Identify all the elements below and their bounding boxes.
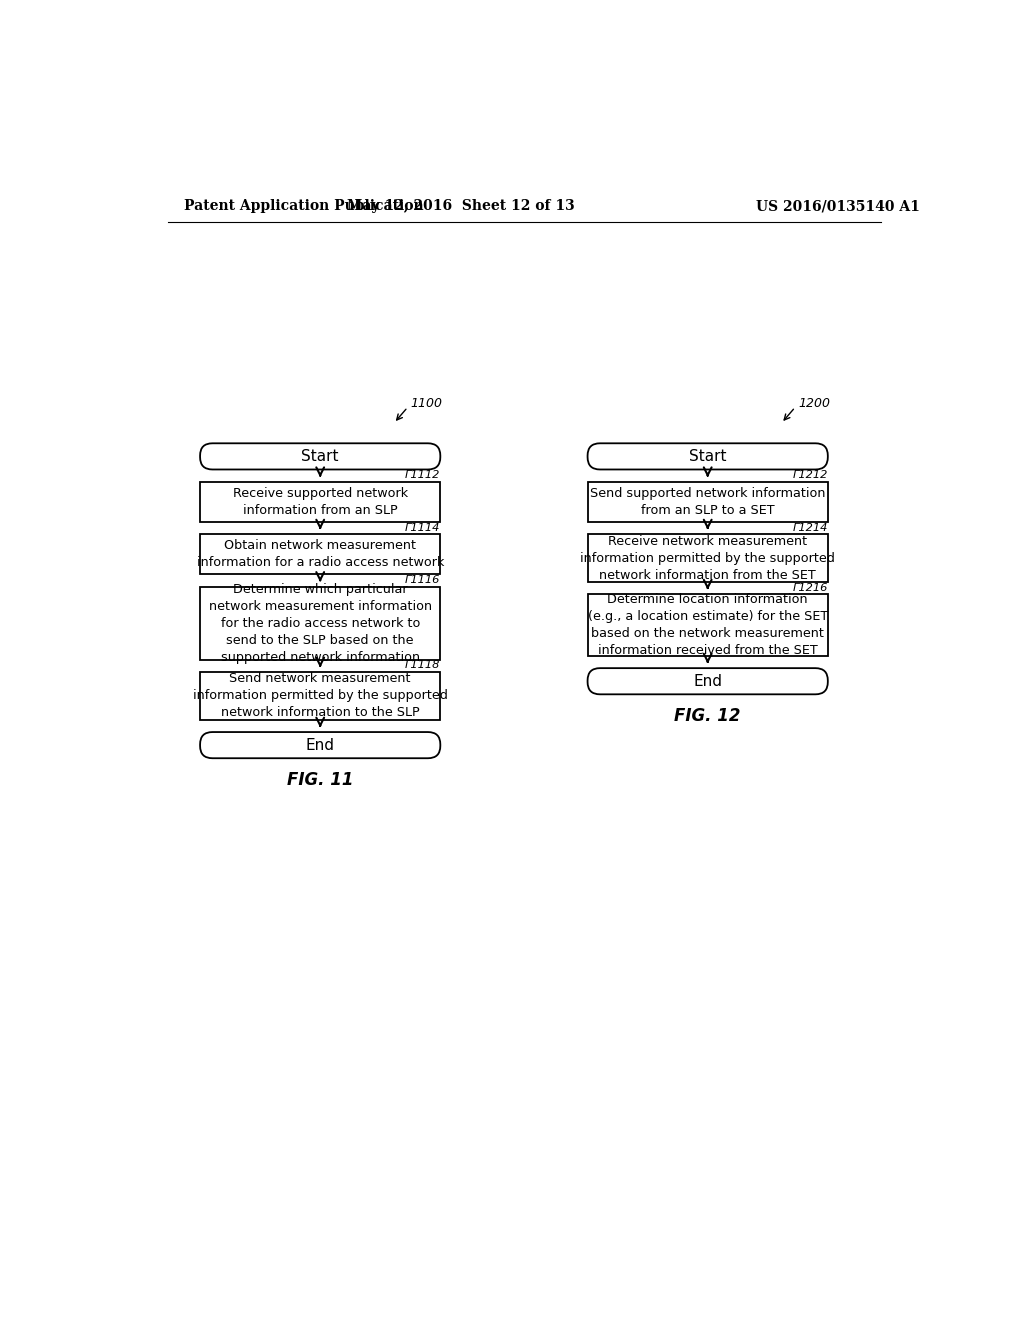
Text: Γ1114: Γ1114 [404, 523, 440, 533]
Text: Γ1116: Γ1116 [404, 576, 440, 585]
Text: Receive network measurement
information permitted by the supported
network infor: Receive network measurement information … [581, 535, 836, 582]
FancyBboxPatch shape [200, 444, 440, 470]
Text: May 12, 2016  Sheet 12 of 13: May 12, 2016 Sheet 12 of 13 [347, 199, 575, 213]
Text: Obtain network measurement
information for a radio access network: Obtain network measurement information f… [197, 539, 443, 569]
Text: Start: Start [301, 449, 339, 463]
Text: Γ1214: Γ1214 [793, 523, 827, 533]
Text: Γ1212: Γ1212 [793, 470, 827, 480]
Text: Γ1112: Γ1112 [404, 470, 440, 480]
Bar [200, 672, 440, 719]
Text: Patent Application Publication: Patent Application Publication [183, 199, 424, 213]
Text: End: End [693, 673, 722, 689]
Bar [588, 482, 827, 521]
Text: Determine location information
(e.g., a location estimate) for the SET
based on : Determine location information (e.g., a … [588, 593, 827, 657]
FancyBboxPatch shape [588, 444, 827, 470]
Text: Γ1216: Γ1216 [793, 582, 827, 593]
Text: Receive supported network
information from an SLP: Receive supported network information fr… [232, 487, 408, 517]
Text: Γ1118: Γ1118 [404, 660, 440, 671]
Text: FIG. 12: FIG. 12 [675, 708, 741, 725]
Bar [588, 594, 827, 656]
Text: Start: Start [689, 449, 726, 463]
Text: Send supported network information
from an SLP to a SET: Send supported network information from … [590, 487, 825, 517]
Bar [200, 586, 440, 660]
Text: End: End [306, 738, 335, 752]
FancyBboxPatch shape [200, 733, 440, 758]
Text: US 2016/0135140 A1: US 2016/0135140 A1 [756, 199, 920, 213]
Text: FIG. 11: FIG. 11 [287, 771, 353, 789]
Text: 1100: 1100 [411, 397, 442, 409]
Text: 1200: 1200 [799, 397, 830, 409]
FancyBboxPatch shape [588, 668, 827, 694]
Text: Determine which particular
network measurement information
for the radio access : Determine which particular network measu… [209, 582, 432, 664]
Bar [588, 535, 827, 582]
Bar [200, 482, 440, 521]
Text: Send network measurement
information permitted by the supported
network informat: Send network measurement information per… [193, 672, 447, 719]
Bar [200, 535, 440, 574]
